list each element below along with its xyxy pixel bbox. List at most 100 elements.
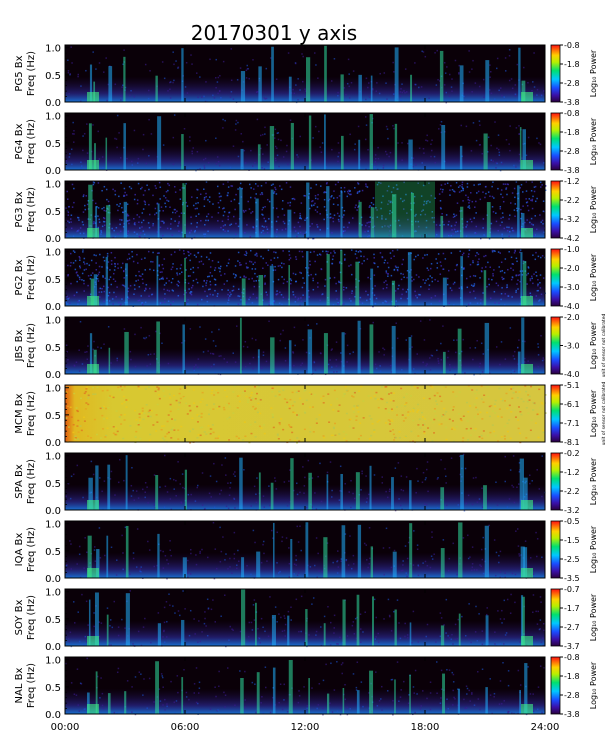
y-axis-label: SOY Bx [14, 600, 25, 636]
colorbar [550, 588, 561, 647]
chart-title: 20170301 y axis [191, 21, 357, 45]
y-tick-label: 1.0 [45, 248, 61, 259]
y-tick-label: 0.0 [45, 574, 61, 585]
colorbar-tick-label: -1.2 [564, 468, 580, 477]
colorbar-tick-label: -4.0 [564, 302, 580, 311]
colorbar-label: Log₁₀ Power [589, 321, 598, 369]
y-tick-label: 0.0 [45, 98, 61, 109]
colorbar-tick-label: -5.1 [564, 381, 580, 390]
colorbar-note: unit of sensor not calibrated [601, 314, 607, 378]
colorbar-tick-label: -0.7 [564, 585, 580, 594]
spectrogram-panel: 0.0 0.5 1.0 PG5 Bx Freq (Hz) -0.8 -1.8 -2.8 -3.8… [14, 41, 598, 109]
colorbar-tick-label: -2.8 [564, 147, 580, 156]
spectrogram-panel: 0.0 0.5 1.0 JBS Bx Freq (Hz) -2.0 -3.0 -4.0 Log₁… [14, 313, 607, 381]
y-axis-unit: Freq (Hz) [26, 391, 37, 436]
colorbar-tick-label: -1.2 [564, 177, 580, 186]
y-tick-label: 1.0 [45, 384, 61, 395]
colorbar-label: Log₁₀ Power [589, 593, 598, 641]
colorbar-tick-label: -4.2 [564, 234, 580, 243]
y-axis-unit: Freq (Hz) [26, 595, 37, 640]
colorbar-tick-label: -3.5 [564, 574, 580, 583]
y-tick-label: 0.0 [45, 710, 61, 721]
colorbar-label: Log₁₀ Power [589, 457, 598, 505]
y-tick-label: 0.5 [45, 547, 61, 558]
colorbar-tick-label: -0.8 [564, 41, 580, 50]
colorbar-tick-label: -4.0 [564, 370, 580, 379]
x-tick-label: 24:00 [531, 722, 560, 733]
colorbar-tick-label: -6.1 [564, 400, 580, 409]
colorbar-label: Log₁₀ Power [589, 49, 598, 97]
y-axis-unit: Freq (Hz) [26, 119, 37, 164]
y-tick-label: 0.5 [45, 683, 61, 694]
y-tick-label: 0.0 [45, 642, 61, 653]
colorbar-tick-label: -2.7 [564, 623, 580, 632]
x-tick-label: 12:00 [291, 722, 320, 733]
y-axis-unit: Freq (Hz) [26, 663, 37, 708]
y-tick-label: 1.0 [45, 112, 61, 123]
y-tick-label: 0.0 [45, 370, 61, 381]
y-axis-unit: Freq (Hz) [26, 187, 37, 232]
spectrogram-panel: 0.0 0.5 1.0 PG2 Bx Freq (Hz) -1.0 -2.0 -3.0 -4.0… [14, 245, 598, 313]
y-axis-label: IQA Bx [14, 533, 25, 567]
colorbar [550, 248, 561, 307]
y-axis-label: SPA Bx [14, 464, 25, 499]
colorbar [550, 44, 561, 103]
y-axis-unit: Freq (Hz) [26, 51, 37, 96]
colorbar-tick-label: -3.0 [564, 283, 580, 292]
y-tick-label: 1.0 [45, 452, 61, 463]
y-tick-label: 0.0 [45, 166, 61, 177]
colorbar-tick-label: -2.8 [564, 79, 580, 88]
colorbar-tick-label: -3.8 [564, 710, 580, 719]
y-axis-unit: Freq (Hz) [26, 323, 37, 368]
y-tick-label: 0.5 [45, 343, 61, 354]
colorbar-tick-label: -2.2 [564, 487, 580, 496]
y-axis-label: PG5 Bx [14, 55, 25, 91]
y-tick-label: 0.0 [45, 438, 61, 449]
y-axis-label: JBS Bx [14, 329, 25, 362]
y-tick-label: 1.0 [45, 588, 61, 599]
y-axis-label: NAL Bx [14, 667, 25, 703]
spectrogram-panel: 0.0 0.5 1.0 MCM Bx Freq (Hz) -5.1 -6.1 -7.1 -8.1… [14, 381, 607, 449]
spectrogram-panel: 0.0 0.5 1.0 SPA Bx Freq (Hz) -0.2 -1.2 -2.2 -3.2… [14, 449, 598, 517]
spectrogram-panel: 0.0 0.5 1.0 SOY Bx Freq (Hz) -0.7 -1.7 -2.7 -3.7… [14, 585, 598, 653]
colorbar-tick-label: -2.0 [564, 313, 580, 322]
colorbar [550, 316, 561, 375]
colorbar-tick-label: -1.7 [564, 604, 580, 613]
colorbar-tick-label: -1.8 [564, 60, 580, 69]
colorbar [550, 112, 561, 171]
spectrogram-panel: 0.0 0.5 1.0 IQA Bx Freq (Hz) -0.5 -1.5 -2.5 -3.5… [14, 517, 598, 585]
y-tick-label: 0.5 [45, 411, 61, 422]
colorbar-tick-label: -1.8 [564, 128, 580, 137]
colorbar-label: Log₁₀ Power [589, 253, 598, 301]
colorbar-label: Log₁₀ Power [589, 117, 598, 165]
y-tick-label: 1.0 [45, 180, 61, 191]
colorbar [550, 520, 561, 579]
x-tick-label: 00:00 [51, 722, 80, 733]
y-axis-unit: Freq (Hz) [26, 527, 37, 572]
y-axis-unit: Freq (Hz) [26, 255, 37, 300]
colorbar-tick-label: -3.8 [564, 98, 580, 107]
colorbar [550, 656, 561, 715]
colorbar [550, 452, 561, 511]
colorbar-tick-label: -1.0 [564, 245, 580, 254]
colorbar-tick-label: -2.2 [564, 196, 580, 205]
colorbar-tick-label: -3.0 [564, 342, 580, 351]
y-tick-label: 0.0 [45, 234, 61, 245]
colorbar-tick-label: -0.2 [564, 449, 580, 458]
y-tick-label: 1.0 [45, 656, 61, 667]
y-axis-unit: Freq (Hz) [26, 459, 37, 504]
y-axis-label: PG3 Bx [14, 191, 25, 227]
colorbar-tick-label: -1.8 [564, 672, 580, 681]
spectrogram-panel: 0.0 0.5 1.0 PG3 Bx Freq (Hz) -1.2 -2.2 -3.2 -4.2… [14, 177, 598, 245]
y-tick-label: 1.0 [45, 44, 61, 55]
colorbar-tick-label: -2.0 [564, 264, 580, 273]
colorbar-note: unit of sensor not calibrated [601, 382, 607, 446]
y-tick-label: 0.5 [45, 479, 61, 490]
colorbar-label: Log₁₀ Power [589, 185, 598, 233]
colorbar-label: Log₁₀ Power [589, 389, 598, 437]
colorbar-label: Log₁₀ Power [589, 661, 598, 709]
colorbar-tick-label: -3.2 [564, 215, 580, 224]
y-tick-label: 0.5 [45, 615, 61, 626]
colorbar-tick-label: -2.5 [564, 555, 580, 564]
